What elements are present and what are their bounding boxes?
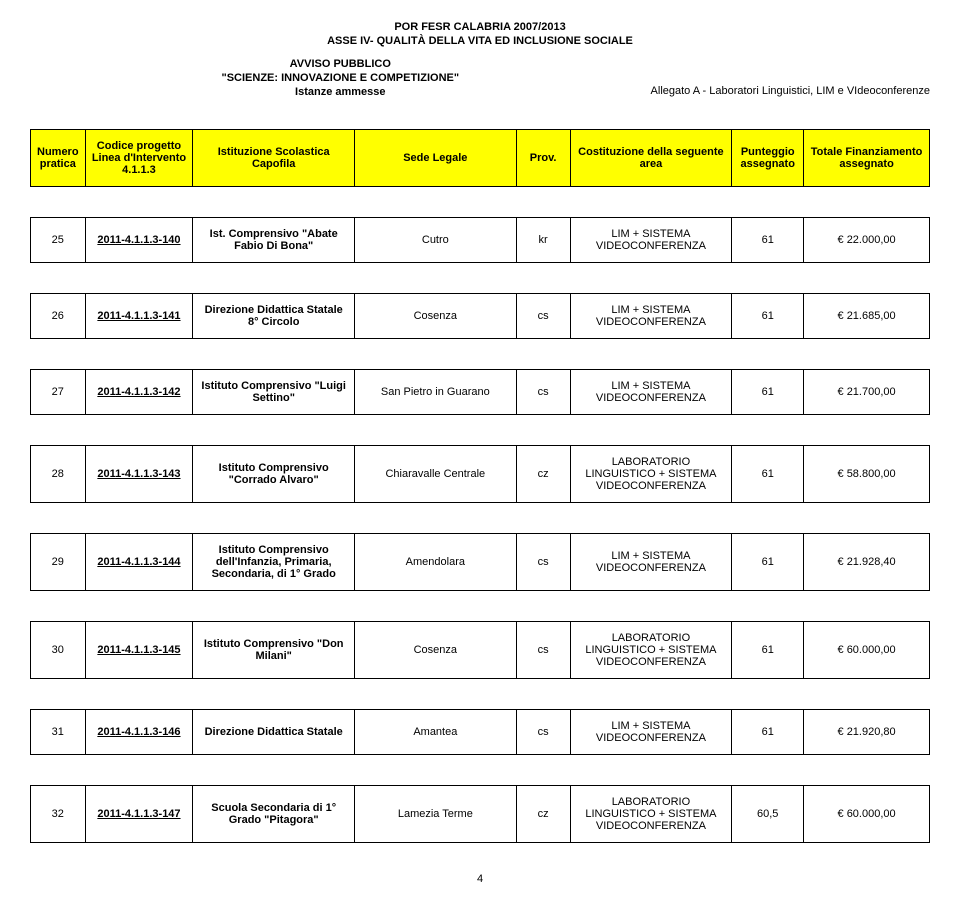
header-line5: Istanze ammesse [30,85,651,99]
table-row: 262011-4.1.1.3-141Direzione Didattica St… [31,294,930,339]
header-line3: AVVISO PUBBLICO [30,57,651,71]
header-line1: POR FESR CALABRIA 2007/2013 [30,20,930,34]
table-row: 282011-4.1.1.3-143Istituto Comprensivo "… [31,446,930,503]
cell-code: 2011-4.1.1.3-142 [85,370,193,415]
doc-header-row: AVVISO PUBBLICO "SCIENZE: INNOVAZIONE E … [30,57,930,100]
col-inst: Istituzione Scolastica Capofila [193,130,355,187]
cell-code: 2011-4.1.1.3-145 [85,622,193,679]
table-spacer [31,263,930,294]
cell-inst: Direzione Didattica Statale [193,710,355,755]
cell-fin: € 21.700,00 [804,370,930,415]
table-spacer [31,339,930,370]
cell-score: 61 [732,534,804,591]
cell-num: 29 [31,534,86,591]
cell-num: 27 [31,370,86,415]
table-header-row: Numero pratica Codice progetto Linea d'I… [31,130,930,187]
cell-prov: cs [516,294,570,339]
table-row: 252011-4.1.1.3-140Ist. Comprensivo "Abat… [31,218,930,263]
table-row: 302011-4.1.1.3-145Istituto Comprensivo "… [31,622,930,679]
cell-fin: € 58.800,00 [804,446,930,503]
cell-num: 26 [31,294,86,339]
cell-score: 61 [732,622,804,679]
cell-prov: cs [516,622,570,679]
cell-code: 2011-4.1.1.3-143 [85,446,193,503]
cell-fin: € 21.928,40 [804,534,930,591]
cell-inst: Ist. Comprensivo "Abate Fabio Di Bona" [193,218,355,263]
cell-score: 61 [732,294,804,339]
cell-num: 30 [31,622,86,679]
cell-code: 2011-4.1.1.3-141 [85,294,193,339]
table-spacer [31,591,930,622]
cell-inst: Istituto Comprensivo "Don Milani" [193,622,355,679]
col-fin: Totale Finanziamento assegnato [804,130,930,187]
cell-prov: cs [516,534,570,591]
table-spacer [31,755,930,786]
header-line2: ASSE IV- QUALITÀ DELLA VITA ED INCLUSION… [30,34,930,48]
cell-fin: € 21.685,00 [804,294,930,339]
header-right: Allegato A - Laboratori Linguistici, LIM… [651,85,930,99]
cell-score: 61 [732,218,804,263]
col-score: Punteggio assegnato [732,130,804,187]
cell-area: LIM + SISTEMA VIDEOCONFERENZA [570,370,732,415]
cell-area: LIM + SISTEMA VIDEOCONFERENZA [570,534,732,591]
table-row: 292011-4.1.1.3-144Istituto Comprensivo d… [31,534,930,591]
cell-score: 61 [732,710,804,755]
table-row: 312011-4.1.1.3-146Direzione Didattica St… [31,710,930,755]
cell-sede: Cosenza [355,294,517,339]
col-prov: Prov. [516,130,570,187]
cell-sede: Chiaravalle Centrale [355,446,517,503]
cell-sede: Cosenza [355,622,517,679]
cell-inst: Istituto Comprensivo "Corrado Alvaro" [193,446,355,503]
doc-header-top: POR FESR CALABRIA 2007/2013 ASSE IV- QUA… [30,20,930,49]
cell-prov: cz [516,446,570,503]
page-number: 4 [30,873,930,885]
cell-area: LIM + SISTEMA VIDEOCONFERENZA [570,218,732,263]
cell-num: 31 [31,710,86,755]
table-spacer [31,679,930,710]
cell-prov: cs [516,710,570,755]
cell-code: 2011-4.1.1.3-140 [85,218,193,263]
col-sede: Sede Legale [355,130,517,187]
cell-num: 28 [31,446,86,503]
table-spacer [31,415,930,446]
table-row: 272011-4.1.1.3-142Istituto Comprensivo "… [31,370,930,415]
header-line4: "SCIENZE: INNOVAZIONE E COMPETIZIONE" [30,71,651,85]
cell-prov: kr [516,218,570,263]
data-table: Numero pratica Codice progetto Linea d'I… [30,129,930,843]
cell-fin: € 60.000,00 [804,622,930,679]
col-area: Costituzione della seguente area [570,130,732,187]
cell-inst: Istituto Comprensivo "Luigi Settino" [193,370,355,415]
cell-sede: Cutro [355,218,517,263]
header-center: AVVISO PUBBLICO "SCIENZE: INNOVAZIONE E … [30,57,651,100]
table-spacer [31,187,930,218]
cell-num: 25 [31,218,86,263]
cell-area: LABORATORIO LINGUISTICO + SISTEMA VIDEOC… [570,446,732,503]
col-code: Codice progetto Linea d'Intervento 4.1.1… [85,130,193,187]
cell-prov: cs [516,370,570,415]
cell-code: 2011-4.1.1.3-144 [85,534,193,591]
cell-code: 2011-4.1.1.3-146 [85,710,193,755]
cell-sede: San Pietro in Guarano [355,370,517,415]
cell-sede: Amantea [355,710,517,755]
col-num: Numero pratica [31,130,86,187]
cell-area: LABORATORIO LINGUISTICO + SISTEMA VIDEOC… [570,622,732,679]
cell-score: 61 [732,370,804,415]
cell-inst: Direzione Didattica Statale 8° Circolo [193,294,355,339]
cell-fin: € 21.920,80 [804,710,930,755]
cell-area: LIM + SISTEMA VIDEOCONFERENZA [570,710,732,755]
cell-fin: € 22.000,00 [804,218,930,263]
cell-score: 61 [732,446,804,503]
cell-sede: Amendolara [355,534,517,591]
cell-inst: Istituto Comprensivo dell'Infanzia, Prim… [193,534,355,591]
cell-area: LIM + SISTEMA VIDEOCONFERENZA [570,294,732,339]
table-spacer [31,503,930,534]
